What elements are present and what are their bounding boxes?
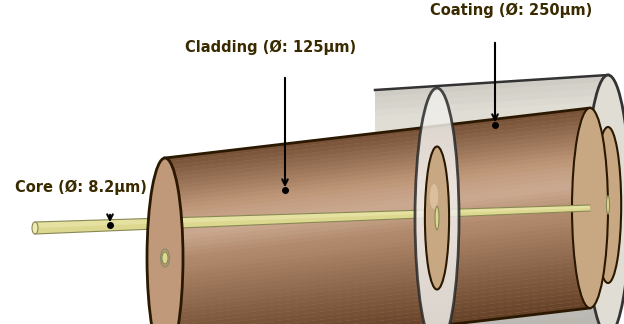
Polygon shape bbox=[375, 88, 608, 110]
Text: Coating (Ø: 250μm): Coating (Ø: 250μm) bbox=[430, 3, 592, 18]
Polygon shape bbox=[165, 236, 590, 290]
Text: Core (Ø: 8.2μm): Core (Ø: 8.2μm) bbox=[15, 179, 147, 195]
Text: Cladding (Ø: 125μm): Cladding (Ø: 125μm) bbox=[185, 40, 356, 55]
Ellipse shape bbox=[425, 146, 449, 290]
Polygon shape bbox=[165, 120, 590, 174]
Polygon shape bbox=[165, 228, 590, 282]
Polygon shape bbox=[165, 224, 590, 278]
Polygon shape bbox=[375, 283, 608, 305]
Polygon shape bbox=[165, 300, 590, 324]
Polygon shape bbox=[165, 240, 590, 294]
Polygon shape bbox=[165, 232, 590, 286]
Polygon shape bbox=[165, 296, 590, 324]
Polygon shape bbox=[165, 284, 590, 324]
Polygon shape bbox=[165, 208, 590, 262]
Ellipse shape bbox=[415, 88, 459, 324]
Polygon shape bbox=[165, 248, 590, 302]
Ellipse shape bbox=[572, 108, 608, 308]
Polygon shape bbox=[165, 244, 590, 298]
Polygon shape bbox=[165, 180, 590, 234]
Polygon shape bbox=[375, 263, 608, 285]
Polygon shape bbox=[375, 303, 608, 324]
Polygon shape bbox=[375, 309, 608, 324]
Polygon shape bbox=[375, 244, 608, 265]
Polygon shape bbox=[375, 276, 608, 298]
Polygon shape bbox=[165, 216, 590, 270]
Polygon shape bbox=[165, 184, 590, 238]
Polygon shape bbox=[165, 108, 590, 162]
Polygon shape bbox=[35, 205, 590, 228]
Polygon shape bbox=[165, 304, 590, 324]
Polygon shape bbox=[165, 168, 590, 222]
Polygon shape bbox=[165, 256, 590, 310]
Polygon shape bbox=[165, 220, 590, 274]
Polygon shape bbox=[165, 272, 590, 324]
Polygon shape bbox=[375, 270, 608, 292]
Polygon shape bbox=[165, 252, 590, 306]
Polygon shape bbox=[165, 288, 590, 324]
Ellipse shape bbox=[586, 75, 624, 324]
Polygon shape bbox=[375, 316, 608, 324]
Polygon shape bbox=[165, 164, 590, 218]
Polygon shape bbox=[165, 204, 590, 258]
Polygon shape bbox=[165, 116, 590, 170]
Polygon shape bbox=[165, 124, 590, 178]
Polygon shape bbox=[165, 268, 590, 322]
Polygon shape bbox=[165, 136, 590, 190]
Polygon shape bbox=[165, 144, 590, 198]
Polygon shape bbox=[165, 196, 590, 250]
Polygon shape bbox=[165, 172, 590, 226]
Ellipse shape bbox=[435, 206, 439, 230]
Polygon shape bbox=[375, 296, 608, 318]
Ellipse shape bbox=[32, 222, 38, 234]
Polygon shape bbox=[165, 176, 590, 230]
Ellipse shape bbox=[430, 184, 438, 209]
Polygon shape bbox=[35, 205, 590, 234]
Polygon shape bbox=[375, 75, 608, 324]
Polygon shape bbox=[165, 152, 590, 206]
Polygon shape bbox=[375, 290, 608, 311]
Polygon shape bbox=[375, 322, 608, 324]
Polygon shape bbox=[165, 148, 590, 202]
Polygon shape bbox=[165, 264, 590, 318]
Ellipse shape bbox=[607, 196, 610, 214]
Polygon shape bbox=[165, 280, 590, 324]
Polygon shape bbox=[165, 140, 590, 194]
Polygon shape bbox=[165, 132, 590, 186]
Polygon shape bbox=[375, 257, 608, 279]
Polygon shape bbox=[375, 75, 608, 97]
Polygon shape bbox=[165, 212, 590, 266]
Ellipse shape bbox=[595, 127, 622, 283]
Polygon shape bbox=[375, 250, 608, 272]
Polygon shape bbox=[165, 128, 590, 182]
Polygon shape bbox=[375, 82, 608, 103]
Polygon shape bbox=[165, 276, 590, 324]
Polygon shape bbox=[165, 192, 590, 246]
Polygon shape bbox=[165, 292, 590, 324]
Polygon shape bbox=[165, 188, 590, 242]
Ellipse shape bbox=[147, 158, 183, 324]
Polygon shape bbox=[165, 112, 590, 166]
Polygon shape bbox=[165, 196, 590, 250]
Polygon shape bbox=[165, 108, 590, 324]
Ellipse shape bbox=[162, 252, 168, 264]
Polygon shape bbox=[165, 200, 590, 254]
Polygon shape bbox=[165, 200, 590, 254]
Polygon shape bbox=[165, 260, 590, 314]
